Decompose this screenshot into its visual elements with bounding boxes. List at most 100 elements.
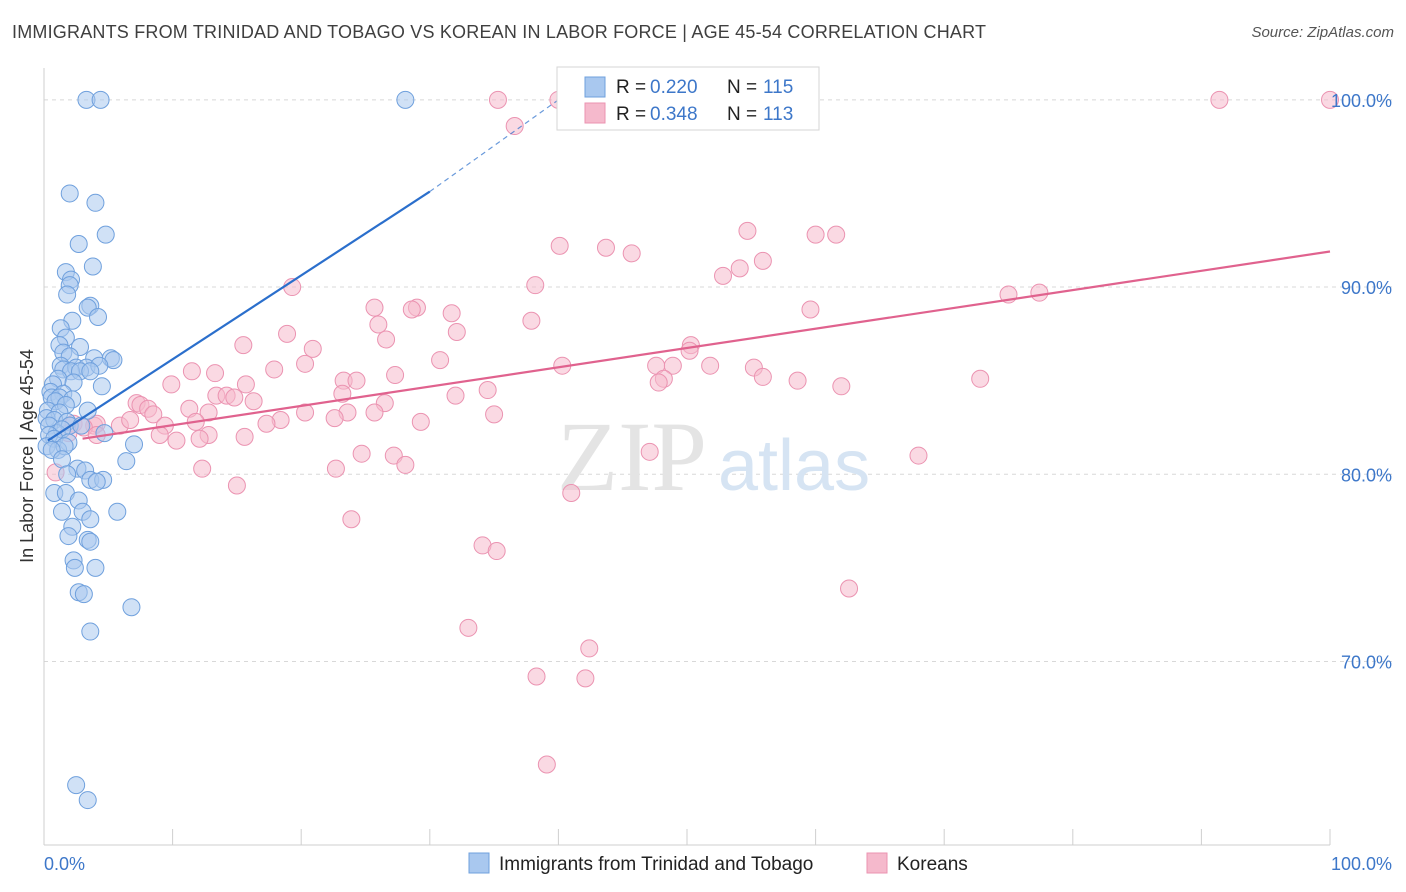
data-point-koreans bbox=[738, 221, 757, 240]
stats-legend-r-value-1: 0.220 bbox=[650, 77, 698, 98]
data-point-koreans bbox=[505, 117, 524, 136]
data-point-koreans bbox=[206, 364, 225, 383]
data-point-koreans bbox=[1030, 283, 1049, 302]
data-point-trinidad bbox=[95, 424, 114, 443]
data-point-koreans bbox=[377, 330, 396, 349]
stats-legend-r-value-2: 0.348 bbox=[650, 104, 698, 125]
data-point-trinidad bbox=[396, 90, 415, 109]
stats-legend-swatch-pink bbox=[584, 102, 606, 124]
data-point-koreans bbox=[386, 366, 405, 385]
data-point-koreans bbox=[827, 225, 846, 244]
data-point-koreans bbox=[730, 259, 749, 278]
series-trinidad-points bbox=[37, 90, 415, 810]
bottom-legend-swatch-blue bbox=[468, 852, 490, 874]
data-point-trinidad bbox=[91, 90, 110, 109]
data-point-trinidad bbox=[65, 558, 84, 577]
data-point-koreans bbox=[442, 304, 461, 323]
data-point-koreans bbox=[1321, 90, 1339, 109]
data-point-koreans bbox=[396, 455, 415, 474]
data-point-koreans bbox=[182, 362, 201, 381]
data-point-koreans bbox=[225, 388, 244, 407]
data-point-trinidad bbox=[60, 184, 79, 203]
data-point-koreans bbox=[365, 403, 384, 422]
trend-line-trinidad bbox=[47, 190, 431, 442]
y-tick-label: 100.0% bbox=[1331, 91, 1392, 111]
data-point-trinidad bbox=[122, 598, 141, 617]
data-point-koreans bbox=[402, 300, 421, 319]
stats-legend-n-value-1: 115 bbox=[763, 77, 793, 98]
data-point-trinidad bbox=[59, 527, 78, 546]
data-point-koreans bbox=[550, 236, 569, 255]
x-tick-label-max: 100.0% bbox=[1331, 854, 1392, 874]
data-point-koreans bbox=[788, 371, 807, 390]
data-point-koreans bbox=[162, 375, 181, 394]
data-point-koreans bbox=[459, 618, 478, 637]
data-point-koreans bbox=[649, 373, 668, 392]
data-point-trinidad bbox=[53, 450, 72, 469]
data-point-koreans bbox=[447, 322, 466, 341]
data-point-koreans bbox=[347, 371, 366, 390]
data-point-koreans bbox=[365, 298, 384, 317]
stats-legend-n-label-2: N = bbox=[727, 104, 757, 125]
data-point-trinidad bbox=[87, 472, 106, 491]
data-point-trinidad bbox=[81, 362, 100, 381]
data-point-koreans bbox=[244, 392, 263, 411]
data-point-koreans bbox=[522, 311, 541, 330]
data-point-koreans bbox=[701, 356, 720, 375]
data-point-trinidad bbox=[86, 193, 105, 212]
data-point-trinidad bbox=[58, 285, 77, 304]
data-point-koreans bbox=[485, 405, 504, 424]
watermark: ZIP atlas bbox=[557, 401, 870, 512]
data-point-koreans bbox=[325, 409, 344, 428]
data-point-koreans bbox=[488, 90, 507, 109]
data-point-trinidad bbox=[83, 257, 102, 276]
stats-legend: R = 0.220 N = 115 R = 0.348 N = 113 bbox=[556, 66, 820, 131]
data-point-koreans bbox=[446, 386, 465, 405]
stats-legend-swatch-blue bbox=[584, 76, 606, 98]
chart-title: IMMIGRANTS FROM TRINIDAD AND TOBAGO VS K… bbox=[12, 22, 987, 42]
data-point-koreans bbox=[144, 405, 163, 424]
stats-legend-n-label-1: N = bbox=[727, 77, 757, 98]
data-point-koreans bbox=[663, 356, 682, 375]
axes bbox=[43, 68, 1331, 846]
data-point-trinidad bbox=[67, 776, 86, 795]
bottom-legend-swatch-pink bbox=[866, 852, 888, 874]
data-point-trinidad bbox=[53, 502, 72, 521]
data-point-trinidad bbox=[86, 558, 105, 577]
data-point-koreans bbox=[296, 354, 315, 373]
data-point-koreans bbox=[227, 476, 246, 495]
data-point-koreans bbox=[296, 403, 315, 422]
data-point-koreans bbox=[190, 429, 209, 448]
data-point-koreans bbox=[714, 266, 733, 285]
data-point-koreans bbox=[840, 579, 859, 598]
data-point-koreans bbox=[971, 369, 990, 388]
data-point-koreans bbox=[596, 238, 615, 257]
watermark-zip: ZIP bbox=[557, 401, 707, 512]
data-point-koreans bbox=[236, 375, 255, 394]
data-point-koreans bbox=[411, 412, 430, 431]
y-tick-label: 80.0% bbox=[1341, 465, 1392, 485]
x-tick-label-min: 0.0% bbox=[44, 854, 85, 874]
data-point-koreans bbox=[431, 351, 450, 370]
y-tick-label: 70.0% bbox=[1341, 653, 1392, 673]
data-point-koreans bbox=[537, 755, 556, 774]
data-point-koreans bbox=[121, 410, 140, 429]
data-point-koreans bbox=[909, 446, 928, 465]
data-point-koreans bbox=[478, 381, 497, 400]
data-point-koreans bbox=[326, 459, 345, 478]
stats-legend-n-value-2: 113 bbox=[763, 104, 793, 125]
data-point-koreans bbox=[303, 339, 322, 358]
data-point-trinidad bbox=[89, 308, 108, 327]
data-point-koreans bbox=[832, 377, 851, 396]
data-point-koreans bbox=[234, 336, 253, 355]
data-point-trinidad bbox=[78, 791, 97, 810]
data-point-koreans bbox=[193, 459, 212, 478]
data-point-koreans bbox=[257, 414, 276, 433]
data-point-koreans bbox=[526, 276, 545, 295]
data-point-koreans bbox=[753, 367, 772, 386]
data-point-trinidad bbox=[58, 465, 77, 484]
stats-legend-r-label-2: R = bbox=[616, 104, 646, 125]
data-point-koreans bbox=[801, 300, 820, 319]
data-point-koreans bbox=[199, 403, 218, 422]
